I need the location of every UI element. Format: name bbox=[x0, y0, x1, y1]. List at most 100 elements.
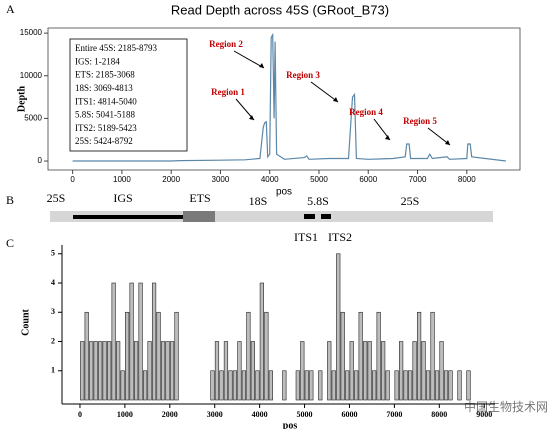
x-tick-label: 5000 bbox=[297, 410, 313, 419]
bar bbox=[93, 341, 98, 401]
y-tick-label: 15000 bbox=[20, 28, 43, 37]
bar bbox=[309, 370, 314, 401]
info-line: 5.8S: 5041-5188 bbox=[75, 110, 136, 120]
bar bbox=[246, 311, 251, 401]
depth-line bbox=[72, 32, 506, 162]
bar bbox=[174, 311, 179, 401]
watermark: 中国生物技术网 bbox=[464, 399, 548, 414]
bar bbox=[102, 341, 107, 401]
bar bbox=[80, 341, 85, 401]
region-label: Region 1 bbox=[211, 87, 245, 97]
bar bbox=[120, 370, 125, 401]
x-tick-label: 5000 bbox=[310, 175, 328, 184]
y-axis-label: Depth bbox=[16, 86, 27, 113]
bar bbox=[385, 370, 390, 401]
its2-segment bbox=[321, 214, 331, 219]
segment-label: ITS2 bbox=[328, 230, 352, 244]
bar bbox=[434, 370, 440, 401]
bar bbox=[408, 370, 413, 401]
bar bbox=[156, 311, 161, 401]
x-tick-label: 4000 bbox=[252, 410, 268, 419]
segment-label: ITS1 bbox=[294, 230, 318, 244]
bar bbox=[381, 341, 386, 401]
bar bbox=[232, 370, 238, 401]
bar bbox=[430, 311, 435, 401]
y-tick-label: 5000 bbox=[24, 114, 42, 123]
rdna-bar bbox=[50, 211, 493, 222]
bar bbox=[264, 311, 269, 401]
bar bbox=[255, 370, 260, 401]
y-tick-label: 1 bbox=[51, 366, 55, 375]
bar bbox=[250, 341, 255, 401]
bar bbox=[412, 341, 417, 401]
y-tick-label: 2 bbox=[51, 336, 55, 345]
info-line: ITS1: 4814-5040 bbox=[75, 96, 137, 106]
bar bbox=[111, 282, 116, 401]
x-tick-label: 7000 bbox=[409, 175, 427, 184]
x-tick-label: 1000 bbox=[117, 410, 133, 419]
info-line: ETS: 2185-3068 bbox=[75, 70, 135, 80]
region-arrow bbox=[427, 127, 451, 146]
bar bbox=[214, 341, 220, 401]
plot-frame bbox=[47, 27, 521, 171]
bar bbox=[282, 370, 287, 401]
bar bbox=[210, 370, 215, 401]
bar bbox=[116, 341, 121, 401]
bar bbox=[394, 370, 399, 401]
y-tick-label: 5 bbox=[51, 249, 55, 258]
bar bbox=[84, 311, 89, 401]
bar bbox=[237, 341, 242, 401]
arrow-head bbox=[259, 63, 264, 68]
region-arrow bbox=[233, 50, 265, 69]
bar bbox=[358, 311, 363, 401]
x-tick-label: 3000 bbox=[212, 175, 230, 184]
bar bbox=[443, 370, 449, 401]
bar bbox=[295, 370, 300, 401]
info-line: ITS2: 5189-5423 bbox=[75, 123, 137, 133]
bar bbox=[318, 370, 323, 401]
bar bbox=[345, 370, 350, 401]
bar bbox=[151, 282, 157, 401]
y-tick-label: 0 bbox=[38, 156, 43, 165]
bar bbox=[259, 282, 264, 401]
bar bbox=[138, 282, 143, 401]
bar bbox=[367, 341, 372, 401]
y-axis-label: Count bbox=[20, 308, 31, 335]
bar bbox=[336, 253, 341, 401]
arrow-head bbox=[333, 97, 338, 102]
bar bbox=[98, 341, 103, 401]
segment-label: 5.8S bbox=[307, 194, 329, 208]
bar bbox=[466, 370, 471, 401]
bar bbox=[241, 370, 247, 401]
bar bbox=[223, 341, 229, 401]
x-tick-label: 2000 bbox=[162, 175, 180, 184]
x-tick-label: 0 bbox=[70, 175, 75, 184]
bar bbox=[399, 341, 404, 401]
segment-label: ETS bbox=[189, 191, 210, 205]
x-tick-label: 4000 bbox=[261, 175, 279, 184]
region-label: Region 2 bbox=[209, 39, 243, 49]
bar bbox=[354, 370, 359, 401]
bar bbox=[142, 370, 148, 401]
info-line: 25S: 5424-8792 bbox=[75, 136, 133, 146]
bar bbox=[228, 370, 233, 401]
bar bbox=[129, 282, 134, 401]
bar bbox=[349, 341, 354, 401]
info-box bbox=[69, 38, 188, 152]
bar bbox=[416, 311, 422, 401]
bar bbox=[448, 370, 453, 401]
x-tick-label: 7000 bbox=[386, 410, 402, 419]
bar bbox=[425, 370, 431, 401]
x-tick-label: 8000 bbox=[431, 410, 447, 419]
region-label: Region 5 bbox=[403, 116, 437, 126]
info-line: Entire 45S: 2185-8793 bbox=[75, 43, 157, 53]
bar bbox=[147, 341, 152, 401]
segment-label: IGS bbox=[113, 191, 132, 205]
bar bbox=[125, 311, 130, 401]
its1-segment bbox=[304, 214, 315, 219]
bar bbox=[165, 341, 170, 401]
bar bbox=[457, 370, 462, 401]
info-line: 18S: 3069-4813 bbox=[75, 83, 133, 93]
segment-label: 25S bbox=[47, 191, 66, 205]
arrow-head bbox=[385, 135, 390, 140]
